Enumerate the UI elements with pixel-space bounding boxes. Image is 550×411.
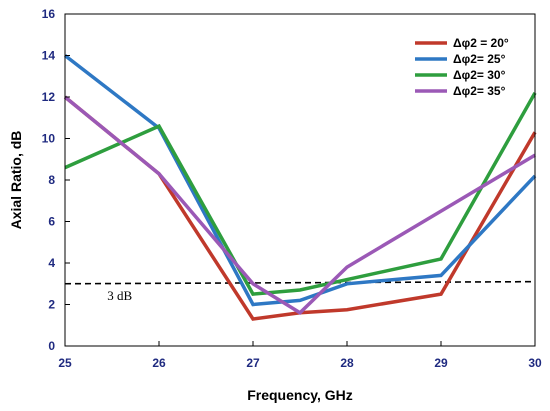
y-tick-label: 6 <box>48 215 55 229</box>
y-tick-label: 2 <box>48 298 55 312</box>
y-axis-title: Axial Ratio, dB <box>8 131 24 230</box>
y-tick-label: 14 <box>42 49 56 63</box>
series-line-3 <box>63 95 536 316</box>
series-line-2 <box>64 92 537 296</box>
series-line-0 <box>63 95 537 321</box>
x-tick-label: 26 <box>152 356 166 370</box>
legend-label-0: Δφ2 = 20° <box>453 36 509 50</box>
x-tick-label: 29 <box>434 356 448 370</box>
y-tick-label: 0 <box>48 339 55 353</box>
legend-label-3: Δφ2= 35° <box>453 84 506 98</box>
y-tick-label: 16 <box>42 7 56 21</box>
x-tick-label: 28 <box>340 356 354 370</box>
y-tick-label: 4 <box>48 256 55 270</box>
legend: Δφ2 = 20° Δφ2= 25° Δφ2= 30° Δφ2= 35° <box>415 36 509 98</box>
x-tick-label: 30 <box>528 356 542 370</box>
legend-label-1: Δφ2= 25° <box>453 52 506 66</box>
reference-line-3db <box>64 280 536 285</box>
y-tick-label: 12 <box>42 90 56 104</box>
legend-label-2: Δφ2= 30° <box>453 68 506 82</box>
y-tick-label: 10 <box>42 132 56 146</box>
reference-line-label: 3 dB <box>107 288 132 303</box>
axes: 25 26 27 28 29 30 0 2 4 6 8 10 12 14 16 <box>42 7 542 370</box>
plot-area: 3 dB <box>63 54 537 321</box>
x-tick-label: 27 <box>246 356 260 370</box>
x-tick-label: 25 <box>58 356 72 370</box>
x-axis-title: Frequency, GHz <box>247 387 353 403</box>
y-tick-label: 8 <box>48 173 55 187</box>
